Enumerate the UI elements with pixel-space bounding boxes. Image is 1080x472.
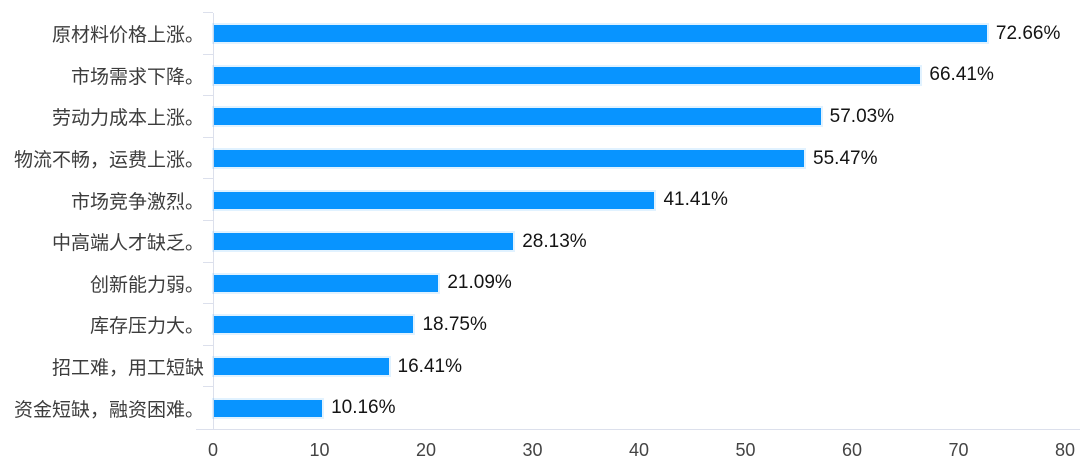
x-tick-label: 30 — [522, 440, 543, 460]
category-label: 市场需求下降。 — [70, 66, 204, 88]
category-label: 资金短缺，融资困难。 — [13, 399, 204, 421]
data-label: 41.41% — [663, 189, 728, 211]
x-tick-label: 20 — [415, 440, 437, 460]
bar-track: 55.47% — [203, 136, 1080, 180]
chart-row: 中高端人才缺乏。 28.13% — [0, 219, 1080, 263]
data-label: 16.41% — [397, 355, 462, 377]
bar-track: 41.41% — [203, 178, 1080, 221]
bar-track: 18.75% — [203, 303, 1080, 346]
x-tick-label: 0 — [207, 440, 219, 460]
bar[interactable] — [214, 274, 439, 292]
x-axis-tick-labels: 0 10 20 30 40 50 60 70 80 — [208, 440, 1075, 464]
data-label: 10.16% — [331, 397, 396, 419]
bar[interactable] — [214, 358, 389, 376]
x-tick-label: 70 — [948, 440, 969, 460]
category-label: 创新能力弱。 — [89, 274, 204, 296]
bar-track: 16.41% — [203, 344, 1080, 388]
category-label: 物流不畅，运费上涨。 — [13, 150, 204, 172]
bar-track: 72.66% — [203, 12, 1080, 55]
category-label: 原材料价格上涨。 — [51, 25, 204, 47]
x-tick-label: 80 — [1054, 440, 1076, 460]
x-tick-label: 10 — [309, 440, 330, 460]
category-label: 招工难，用工短缺 — [51, 358, 204, 380]
category-label: 中高端人才缺乏。 — [51, 233, 204, 255]
chart-row: 创新能力弱。 21.09% — [0, 261, 1080, 305]
bar[interactable] — [214, 316, 414, 334]
x-axis-line — [196, 429, 1080, 430]
category-label: 市场竞争激烈。 — [70, 191, 204, 213]
data-label: 28.13% — [522, 230, 587, 252]
category-label: 库存压力大。 — [89, 316, 204, 338]
bar-track: 57.03% — [203, 95, 1080, 138]
chart-row: 资金短缺，融资困难。 10.16% — [0, 386, 1080, 429]
chart-row: 物流不畅，运费上涨。 55.47% — [0, 136, 1080, 180]
bar[interactable] — [214, 233, 514, 251]
bar[interactable] — [214, 191, 655, 209]
bar-track: 10.16% — [203, 386, 1080, 429]
data-label: 57.03% — [829, 105, 895, 127]
x-tick-label: 50 — [735, 440, 756, 460]
data-label: 66.41% — [929, 64, 994, 86]
x-tick-label: 60 — [841, 440, 863, 460]
bar[interactable] — [214, 150, 805, 168]
chart-row: 库存压力大。 18.75% — [0, 303, 1080, 346]
data-label: 21.09% — [447, 272, 512, 294]
data-label: 18.75% — [422, 313, 487, 335]
x-tick-label: 40 — [628, 440, 650, 460]
chart-row: 原材料价格上涨。 72.66% — [0, 12, 1080, 55]
category-label: 劳动力成本上涨。 — [51, 108, 204, 130]
bar-track: 66.41% — [203, 53, 1080, 97]
chart-row: 市场需求下降。 66.41% — [0, 53, 1080, 97]
data-label: 55.47% — [813, 147, 878, 169]
bar-track: 21.09% — [203, 261, 1080, 305]
data-label: 72.66% — [995, 22, 1061, 44]
chart-row: 招工难，用工短缺 16.41% — [0, 344, 1080, 388]
bar[interactable] — [214, 108, 821, 126]
bar[interactable] — [214, 66, 921, 84]
plot-area: 原材料价格上涨。 72.66% 市场需求下降。 66.41% 劳动力成本上涨。 … — [0, 12, 1080, 429]
chart-row: 劳动力成本上涨。 57.03% — [0, 95, 1080, 138]
bar-track: 28.13% — [203, 219, 1080, 263]
chart-row: 市场竞争激烈。 41.41% — [0, 178, 1080, 221]
bar[interactable] — [214, 25, 987, 43]
bar[interactable] — [214, 399, 323, 417]
